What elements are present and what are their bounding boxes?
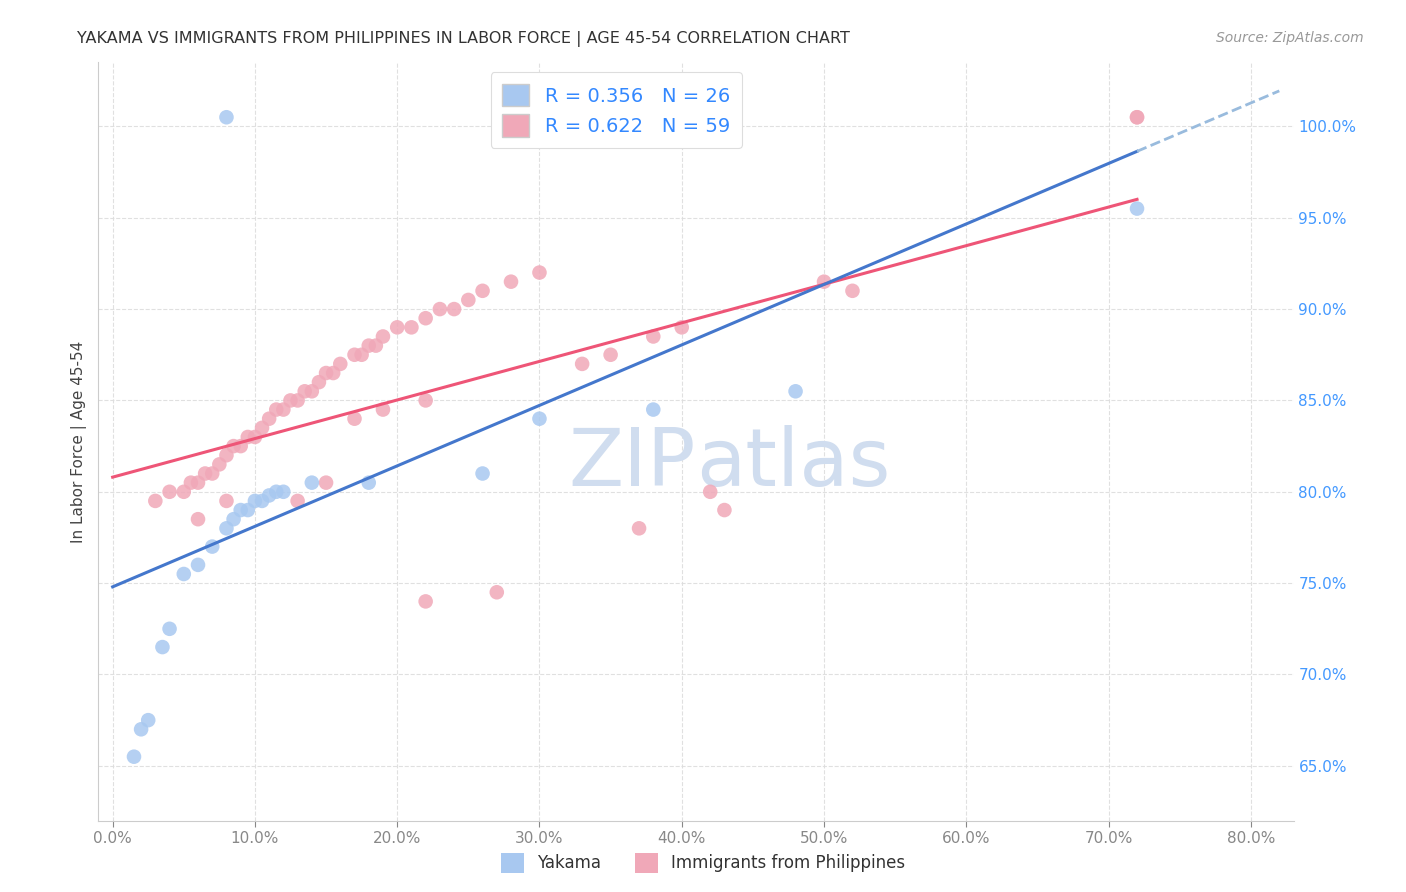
Point (301, 384, 323, 399)
Point (471, 467, 494, 481)
Point (785, 384, 807, 399)
Point (152, 640, 174, 654)
Point (236, 503, 259, 517)
Point (343, 348, 366, 362)
Point (159, 484, 181, 499)
Point (343, 411, 366, 425)
Point (294, 384, 316, 399)
Point (215, 521, 238, 535)
Point (194, 467, 217, 481)
Point (357, 475, 380, 490)
Point (215, 494, 238, 508)
Point (485, 585, 508, 599)
Point (129, 723, 152, 737)
Point (187, 475, 209, 490)
Point (243, 430, 266, 444)
Point (371, 402, 394, 417)
Point (215, 448, 238, 462)
Point (457, 293, 479, 307)
Point (529, 411, 551, 425)
Point (499, 275, 522, 289)
Point (385, 320, 409, 334)
Point (280, 393, 302, 408)
Point (236, 430, 259, 444)
Point (250, 421, 273, 435)
Point (222, 512, 245, 526)
Point (671, 320, 693, 334)
Point (713, 503, 735, 517)
Text: Source: ZipAtlas.com: Source: ZipAtlas.com (1216, 31, 1364, 45)
Point (322, 366, 344, 380)
Point (1126, 110, 1149, 124)
Text: YAKAMA VS IMMIGRANTS FROM PHILIPPINES IN LABOR FORCE | AGE 45-54 CORRELATION CHA: YAKAMA VS IMMIGRANTS FROM PHILIPPINES IN… (77, 31, 851, 47)
Point (415, 393, 437, 408)
Point (1126, 110, 1149, 124)
Point (813, 275, 835, 289)
Point (699, 484, 721, 499)
Point (264, 402, 287, 417)
Point (187, 512, 209, 526)
Text: atlas: atlas (696, 425, 890, 503)
Point (287, 393, 309, 408)
Point (136, 713, 159, 727)
Point (208, 458, 231, 472)
Y-axis label: In Labor Force | Age 45-54: In Labor Force | Age 45-54 (72, 341, 87, 542)
Point (173, 566, 195, 581)
Legend: R = 0.356   N = 26, R = 0.622   N = 59: R = 0.356 N = 26, R = 0.622 N = 59 (491, 72, 742, 148)
Point (329, 357, 352, 371)
Point (257, 411, 280, 425)
Legend: Yakama, Immigrants from Philippines: Yakama, Immigrants from Philippines (494, 847, 912, 880)
Point (215, 110, 238, 124)
Point (599, 348, 621, 362)
Point (308, 375, 330, 389)
Point (350, 348, 373, 362)
Point (273, 402, 295, 417)
Point (222, 439, 245, 453)
Point (229, 503, 252, 517)
Point (243, 494, 266, 508)
Point (273, 484, 295, 499)
Point (643, 402, 665, 417)
Point (415, 311, 437, 326)
Point (143, 494, 166, 508)
Point (571, 357, 593, 371)
Point (187, 558, 209, 572)
Point (301, 475, 323, 490)
Point (499, 110, 522, 124)
Point (287, 494, 309, 508)
Point (173, 484, 195, 499)
Point (122, 749, 145, 764)
Point (180, 475, 202, 490)
Point (1126, 202, 1149, 216)
Point (429, 302, 451, 317)
Point (357, 338, 380, 352)
Point (364, 338, 387, 352)
Point (371, 329, 394, 343)
Point (529, 266, 551, 280)
Point (628, 521, 651, 535)
Point (415, 594, 437, 608)
Point (401, 320, 423, 334)
Point (315, 366, 337, 380)
Point (841, 284, 863, 298)
Point (257, 488, 280, 502)
Point (443, 302, 465, 317)
Point (471, 284, 494, 298)
Point (250, 494, 273, 508)
Point (315, 475, 337, 490)
Point (229, 439, 252, 453)
Point (201, 467, 224, 481)
Text: ZIP: ZIP (568, 425, 696, 503)
Point (201, 540, 224, 554)
Point (159, 622, 181, 636)
Point (264, 484, 287, 499)
Point (643, 329, 665, 343)
